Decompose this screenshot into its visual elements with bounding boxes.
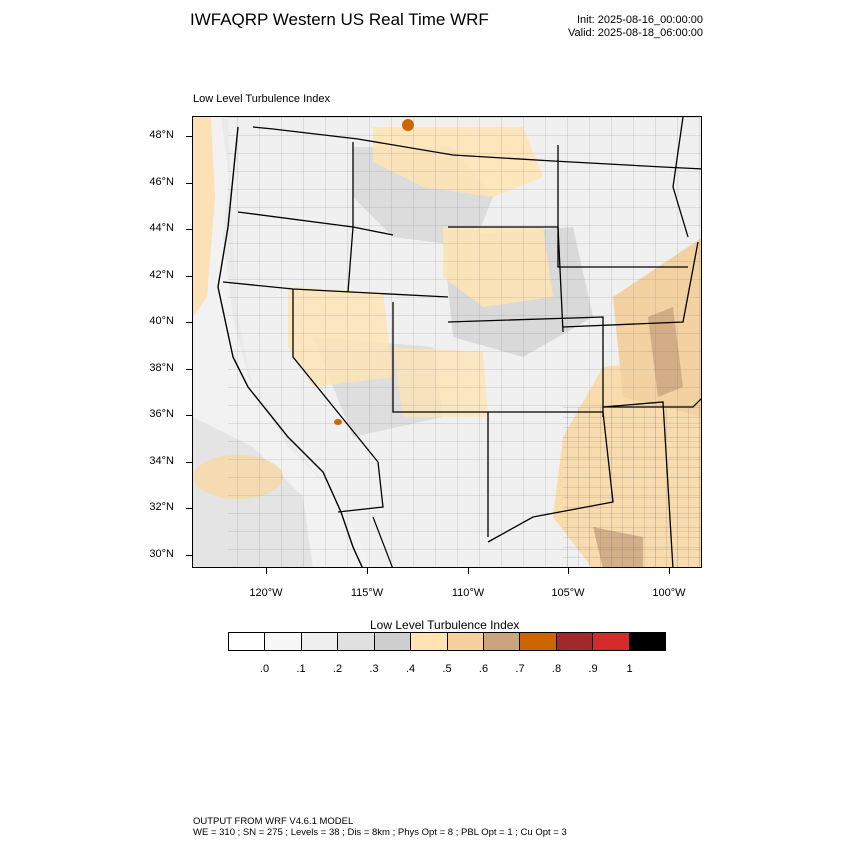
lat-tick xyxy=(186,322,192,323)
coastline xyxy=(217,126,363,567)
legend-swatch xyxy=(374,633,412,650)
legend-swatch xyxy=(593,633,630,650)
lat-tick xyxy=(186,508,192,509)
canada-border xyxy=(252,126,701,170)
legend-swatch xyxy=(411,633,448,650)
lat-tick xyxy=(186,462,192,463)
nm-border xyxy=(487,411,614,543)
lon-tick xyxy=(568,568,569,574)
lon-tick xyxy=(367,568,368,574)
legend-swatch xyxy=(338,633,375,650)
lat-label-42: 42°N xyxy=(149,269,174,281)
legend-label: .1 xyxy=(296,663,306,675)
lon-label-110: 110°W xyxy=(451,587,485,599)
mn-border xyxy=(672,117,689,238)
ut-az-nm xyxy=(392,302,489,537)
lat-label-36: 36°N xyxy=(149,408,174,420)
legend-label: .0 xyxy=(259,663,270,675)
legend-label: .4 xyxy=(405,663,416,675)
legend-label: .8 xyxy=(551,663,562,675)
lat-label-48: 48°N xyxy=(149,129,174,141)
lon-label-115: 115°W xyxy=(350,587,384,599)
state-boundaries xyxy=(222,117,701,567)
map-subtitle: Low Level Turbulence Index xyxy=(193,93,330,105)
legend-colorbar xyxy=(228,632,666,651)
footer-line-1: OUTPUT FROM WRF V4.6.1 MODEL xyxy=(193,816,354,827)
valid-time: Valid: 2025-08-18_06:00:00 xyxy=(568,27,703,39)
legend-swatch xyxy=(483,633,521,650)
lat-tick xyxy=(186,136,192,137)
legend-label: .9 xyxy=(588,663,598,675)
co-border xyxy=(447,316,604,417)
lat-label-38: 38°N xyxy=(149,362,174,374)
legend-swatch xyxy=(556,633,594,650)
lat-label-30: 30°N xyxy=(149,548,174,560)
legend-label: .2 xyxy=(332,663,343,675)
lat-tick xyxy=(186,555,192,556)
lon-tick xyxy=(468,568,469,574)
legend-label: 1 xyxy=(626,663,633,675)
legend-swatch xyxy=(520,633,557,650)
lat-label-44: 44°N xyxy=(149,222,174,234)
lon-tick xyxy=(669,568,670,574)
legend-label: .3 xyxy=(369,663,379,675)
lon-label-100: 100°W xyxy=(652,587,686,599)
lat-tick xyxy=(186,415,192,416)
ok-border xyxy=(603,398,701,408)
county-lines-texas xyxy=(563,407,701,567)
legend-label: .6 xyxy=(478,663,489,675)
tx-border xyxy=(602,401,674,567)
legend-label: .5 xyxy=(442,663,452,675)
lat-label-46: 46°N xyxy=(149,176,174,188)
init-valid-block: Init: 2025-08-16_00:00:00 Valid: 2025-08… xyxy=(568,14,703,40)
lat-label-40: 40°N xyxy=(149,315,174,327)
footer-line-2: WE = 310 ; SN = 275 ; Levels = 38 ; Dis … xyxy=(193,827,567,838)
lat-label-34: 34°N xyxy=(149,455,174,467)
main-title: IWFAQRP Western US Real Time WRF xyxy=(190,10,489,29)
id-or-border xyxy=(347,142,354,293)
legend-swatch xyxy=(265,633,302,650)
legend-swatch xyxy=(229,633,266,650)
nd-sd-border xyxy=(557,145,688,268)
lat-tick xyxy=(186,276,192,277)
baja-coast xyxy=(372,516,393,567)
legend-label: .7 xyxy=(515,663,525,675)
lat-label-32: 32°N xyxy=(149,501,174,513)
init-time: Init: 2025-08-16_00:00:00 xyxy=(577,14,703,26)
map-canvas xyxy=(193,117,701,567)
lat-tick xyxy=(186,229,192,230)
legend-swatch xyxy=(629,633,666,650)
lat-tick xyxy=(186,183,192,184)
lon-label-120: 120°W xyxy=(249,587,283,599)
legend-swatch xyxy=(447,633,484,650)
legend-swatch xyxy=(301,633,339,650)
lon-tick xyxy=(266,568,267,574)
lon-label-105: 105°W xyxy=(551,587,585,599)
legend-title: Low Level Turbulence Index xyxy=(370,618,520,632)
ne-ks-border xyxy=(562,241,699,328)
ca-nv-border xyxy=(292,289,379,463)
lat-tick xyxy=(186,369,192,370)
az-ca-border xyxy=(337,461,384,513)
model-footer: OUTPUT FROM WRF V4.6.1 MODEL WE = 310 ; … xyxy=(193,816,567,838)
coast-turbulence xyxy=(193,117,215,317)
map-frame xyxy=(192,116,702,568)
